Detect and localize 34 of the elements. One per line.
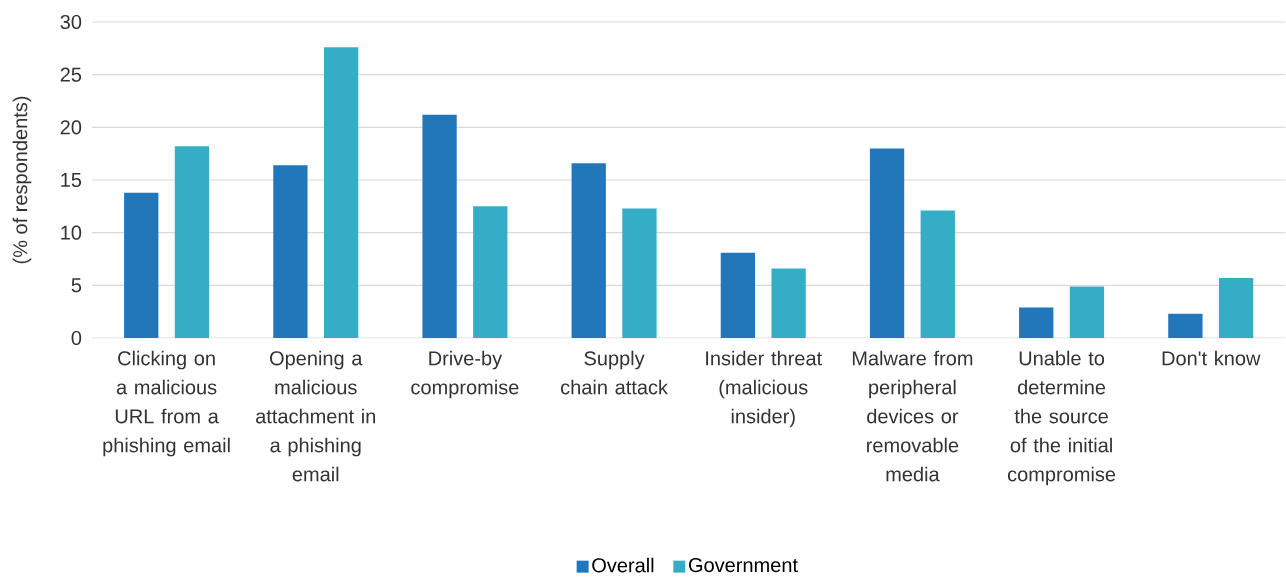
bar <box>174 146 210 338</box>
bar <box>273 165 308 338</box>
x-tick-label: Unable to determine the source of the initial compromise <box>1007 350 1116 486</box>
x-tick-label: Opening a malicious attachment in a phishing email <box>256 350 376 482</box>
bar <box>622 208 657 338</box>
bar <box>422 114 457 338</box>
y-tick-label: 5 <box>71 278 82 293</box>
bar <box>869 148 905 338</box>
x-tick-label: Supply chain attack <box>561 350 668 395</box>
bar <box>323 47 359 338</box>
x-tick-label: Drive-by compromise <box>411 350 519 399</box>
x-tick-label: Don't know <box>1162 350 1261 366</box>
bar <box>473 206 508 338</box>
bar <box>124 192 159 338</box>
bar <box>720 252 756 338</box>
x-tick-label: Insider threat (malicious insider) <box>706 350 823 428</box>
x-tick-label: Malware from peripheral devices or removable media <box>852 350 973 482</box>
y-tick-label: 30 <box>60 14 82 30</box>
x-tick-label: Clicking on a malicious URL from a phishing email <box>103 350 230 457</box>
bar <box>1019 307 1054 338</box>
legend-label: Overall <box>592 557 654 573</box>
y-tick-label: 10 <box>61 225 82 240</box>
bar <box>1069 286 1105 338</box>
bar <box>1218 277 1254 338</box>
y-tick-label: 0 <box>71 330 82 346</box>
bar <box>920 210 955 338</box>
bar <box>771 268 806 338</box>
bar <box>1168 313 1203 338</box>
legend-label: Government <box>688 558 798 573</box>
y-tick-label: 20 <box>60 120 82 135</box>
bar <box>571 163 606 338</box>
y-axis-title: (% of respondents) <box>12 96 32 264</box>
y-tick-label: 15 <box>61 173 82 187</box>
y-tick-label: 25 <box>60 67 82 82</box>
